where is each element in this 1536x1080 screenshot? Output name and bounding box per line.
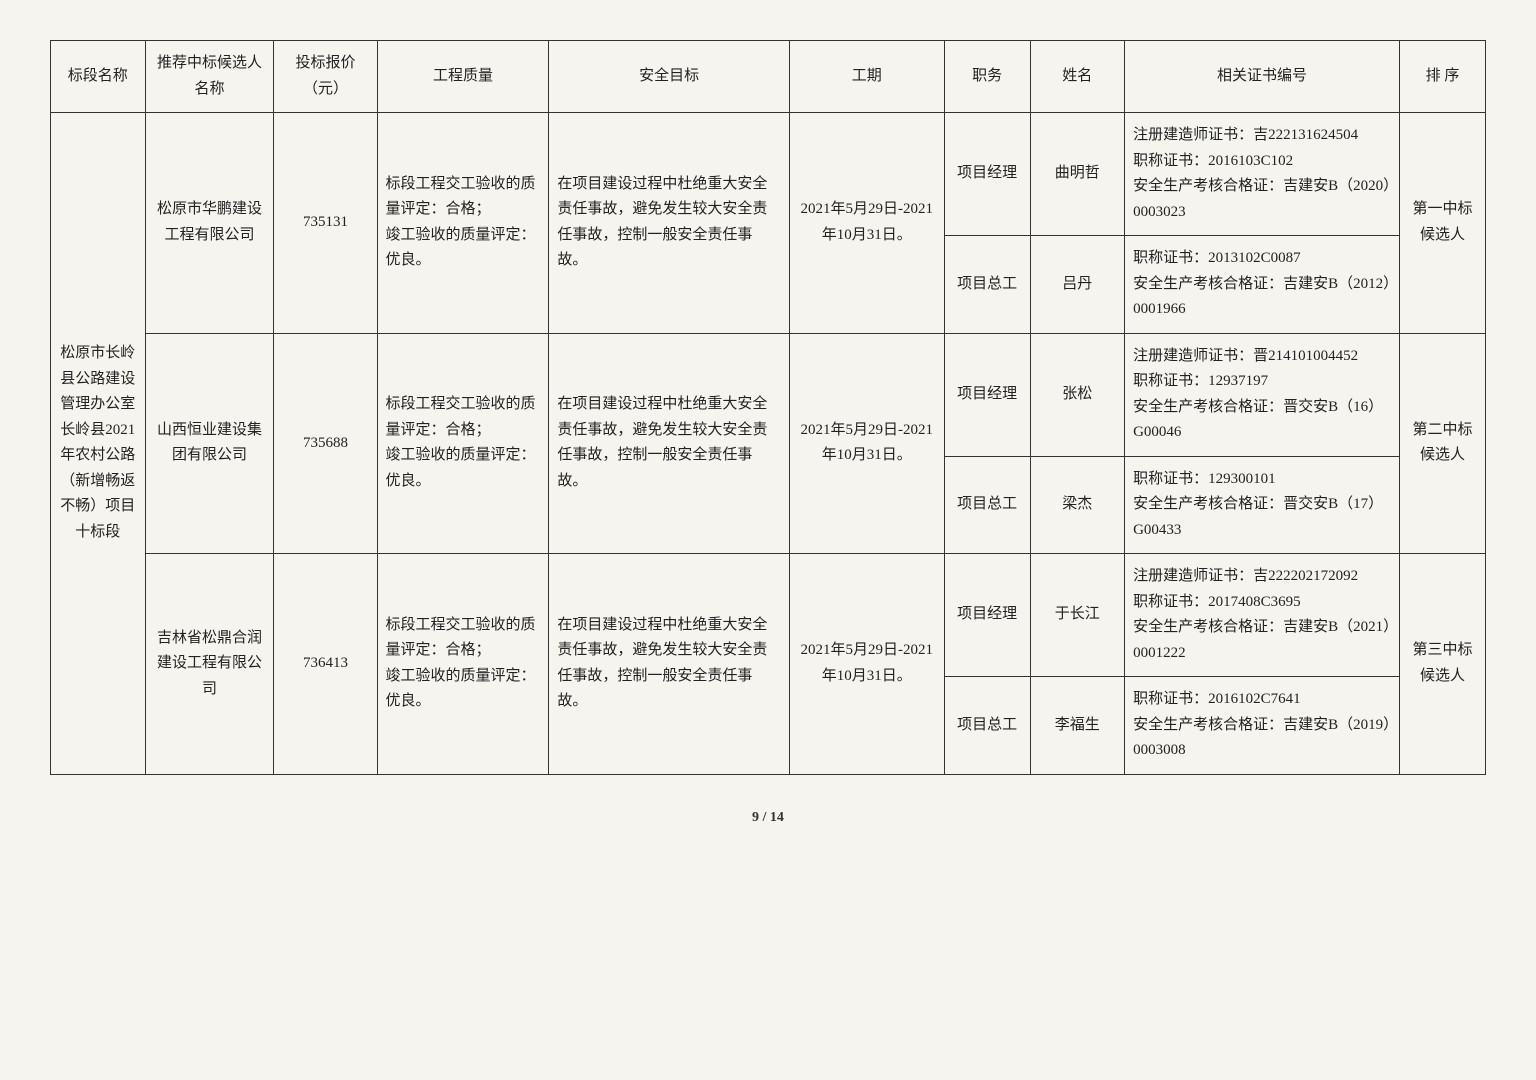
header-bidder: 推荐中标候选人名称 (145, 41, 274, 113)
safety-cell: 在项目建设过程中杜绝重大安全责任事故，避免发生较大安全责任事故，控制一般安全责任… (549, 554, 790, 775)
safety-cell: 在项目建设过程中杜绝重大安全责任事故，避免发生较大安全责任事故，控制一般安全责任… (549, 113, 790, 334)
table-row: 松原市长岭县公路建设管理办公室长岭县2021年农村公路（新增畅返不畅）项目十标段… (51, 113, 1486, 236)
quality-cell: 标段工程交工验收的质量评定：合格； 竣工验收的质量评定：优良。 (377, 333, 549, 554)
bid-price: 735688 (274, 333, 377, 554)
role-cell: 项目经理 (944, 113, 1030, 236)
table-row: 吉林省松鼎合润建设工程有限公司736413标段工程交工验收的质量评定：合格； 竣… (51, 554, 1486, 677)
table-row: 山西恒业建设集团有限公司735688标段工程交工验收的质量评定：合格； 竣工验收… (51, 333, 1486, 456)
period-cell: 2021年5月29日-2021年10月31日。 (789, 333, 944, 554)
section-name-cell: 松原市长岭县公路建设管理办公室长岭县2021年农村公路（新增畅返不畅）项目十标段 (51, 113, 146, 775)
bid-table: 标段名称 推荐中标候选人名称 投标报价（元） 工程质量 安全目标 工期 职务 姓… (50, 40, 1486, 775)
bid-price: 735131 (274, 113, 377, 334)
person-name-cell: 于长江 (1030, 554, 1125, 677)
header-name: 姓名 (1030, 41, 1125, 113)
rank-cell: 第二中标候选人 (1400, 333, 1486, 554)
role-cell: 项目经理 (944, 333, 1030, 456)
bid-price: 736413 (274, 554, 377, 775)
person-name-cell: 梁杰 (1030, 456, 1125, 554)
period-cell: 2021年5月29日-2021年10月31日。 (789, 113, 944, 334)
header-section: 标段名称 (51, 41, 146, 113)
bidder-company: 松原市华鹏建设工程有限公司 (145, 113, 274, 334)
bidder-company: 山西恒业建设集团有限公司 (145, 333, 274, 554)
person-name-cell: 吕丹 (1030, 236, 1125, 334)
period-cell: 2021年5月29日-2021年10月31日。 (789, 554, 944, 775)
page-footer: 9 / 14 (50, 810, 1486, 826)
person-name-cell: 曲明哲 (1030, 113, 1125, 236)
certificate-cell: 职称证书：2016102C7641 安全生产考核合格证：吉建安B（2019）00… (1125, 677, 1400, 775)
role-cell: 项目总工 (944, 677, 1030, 775)
header-rank: 排 序 (1400, 41, 1486, 113)
header-cert: 相关证书编号 (1125, 41, 1400, 113)
person-name-cell: 张松 (1030, 333, 1125, 456)
rank-cell: 第三中标候选人 (1400, 554, 1486, 775)
header-row: 标段名称 推荐中标候选人名称 投标报价（元） 工程质量 安全目标 工期 职务 姓… (51, 41, 1486, 113)
bidder-company: 吉林省松鼎合润建设工程有限公司 (145, 554, 274, 775)
safety-cell: 在项目建设过程中杜绝重大安全责任事故，避免发生较大安全责任事故，控制一般安全责任… (549, 333, 790, 554)
certificate-cell: 注册建造师证书：吉222131624504 职称证书：2016103C102 安… (1125, 113, 1400, 236)
role-cell: 项目总工 (944, 456, 1030, 554)
role-cell: 项目总工 (944, 236, 1030, 334)
rank-cell: 第一中标候选人 (1400, 113, 1486, 334)
header-price: 投标报价（元） (274, 41, 377, 113)
certificate-cell: 注册建造师证书：晋214101004452 职称证书：12937197 安全生产… (1125, 333, 1400, 456)
header-safety: 安全目标 (549, 41, 790, 113)
quality-cell: 标段工程交工验收的质量评定：合格； 竣工验收的质量评定：优良。 (377, 113, 549, 334)
certificate-cell: 注册建造师证书：吉222202172092 职称证书：2017408C3695 … (1125, 554, 1400, 677)
person-name-cell: 李福生 (1030, 677, 1125, 775)
header-role: 职务 (944, 41, 1030, 113)
header-period: 工期 (789, 41, 944, 113)
certificate-cell: 职称证书：2013102C0087 安全生产考核合格证：吉建安B（2012）00… (1125, 236, 1400, 334)
role-cell: 项目经理 (944, 554, 1030, 677)
certificate-cell: 职称证书：129300101 安全生产考核合格证：晋交安B（17）G00433 (1125, 456, 1400, 554)
quality-cell: 标段工程交工验收的质量评定：合格； 竣工验收的质量评定：优良。 (377, 554, 549, 775)
header-quality: 工程质量 (377, 41, 549, 113)
